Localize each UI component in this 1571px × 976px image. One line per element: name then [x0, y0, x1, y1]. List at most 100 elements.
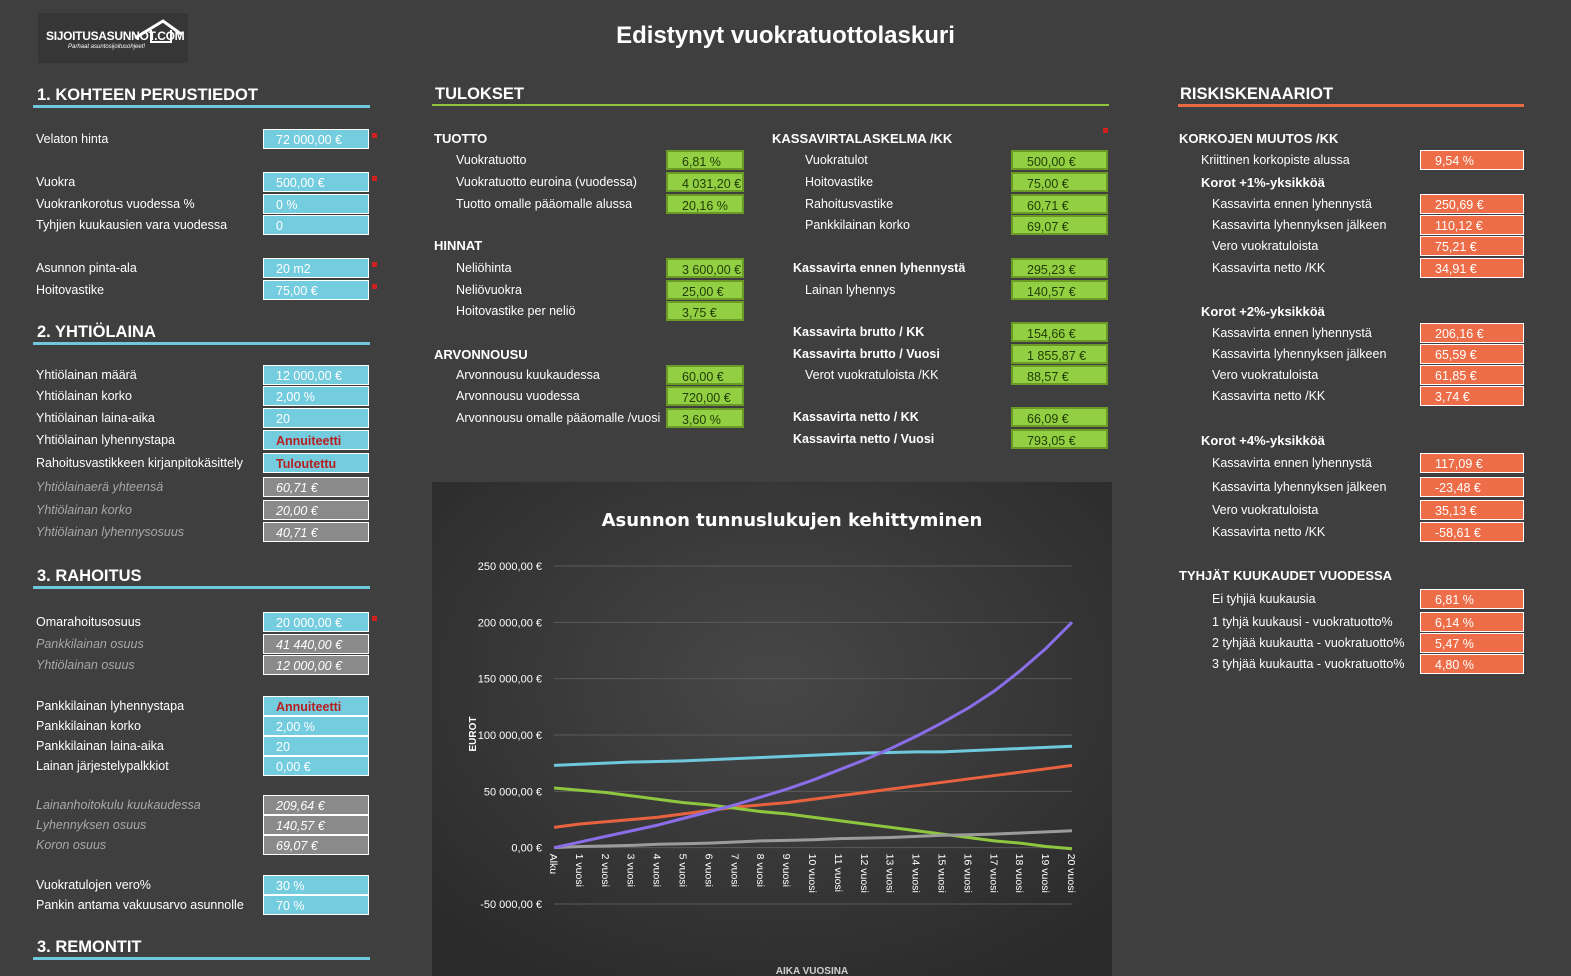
y-tick-label: -50 000,00 €: [480, 899, 542, 911]
hoitovastike-input[interactable]: 75,00 €: [263, 280, 369, 300]
yhtiolaina-maara-input[interactable]: 12 000,00 €: [263, 365, 369, 385]
y-tick-label: 200 000,00 €: [478, 617, 542, 629]
risk-label: Kassavirta netto /KK: [1212, 389, 1326, 403]
pankkilaina-laina-aika-input[interactable]: 20: [263, 736, 369, 756]
tyhjat-label: 2 tyhjää kuukautta - vuokratuotto%: [1212, 636, 1405, 650]
risk-label: Kassavirta ennen lyhennystä: [1212, 197, 1372, 211]
yhtiolaina-korko-input[interactable]: 2,00 %: [263, 386, 369, 406]
risk-label: Kassavirta lyhennyksen jälkeen: [1212, 218, 1387, 232]
results-heading: TULOKSET: [435, 85, 524, 103]
required-marker: [372, 176, 377, 181]
x-tick-label: 20 vuosi: [1065, 854, 1077, 893]
lainanhoitokulu-value: 209,64 €: [263, 795, 369, 815]
kassa-label: Hoitovastike: [805, 175, 874, 189]
vuokratuotto-value: 6,81 %: [666, 150, 744, 170]
s1-label: Velaton hinta: [36, 132, 109, 146]
x-tick-label: 13 vuosi: [884, 854, 896, 893]
s3-label: Pankkilainan osuus: [36, 637, 144, 651]
risk-value: 206,16 €: [1420, 323, 1524, 343]
korkojen-muutos-title: KORKOJEN MUUTOS /KK: [1179, 131, 1339, 146]
x-axis-label: AIKA VUOSINA: [776, 966, 848, 976]
neliovuokra-value: 25,00 €: [666, 280, 744, 300]
arvonnousu-vuosi-value: 720,00 €: [666, 386, 744, 406]
required-marker: [372, 284, 377, 289]
series-line-1: [553, 744, 1073, 767]
tyhjat-kuukaudet-input[interactable]: 0: [263, 215, 369, 235]
risk-label: Vero vuokratuloista: [1212, 239, 1319, 253]
arvonnousu-title: ARVONNOUSU: [434, 347, 528, 362]
section2-underline: [33, 342, 370, 345]
x-tick-label: 16 vuosi: [961, 854, 973, 893]
vuokra-input[interactable]: 500,00 €: [263, 172, 369, 192]
yhtiolaina-lyhennystapa-select[interactable]: Annuiteetti: [263, 430, 369, 450]
risk-value: 250,69 €: [1420, 194, 1524, 214]
pankkilaina-lyhennystapa-select[interactable]: Annuiteetti: [263, 696, 369, 716]
risk-group-title: Korot +2%-yksikköä: [1201, 304, 1325, 319]
s2-label: Yhtiölainan laina-aika: [36, 411, 155, 425]
kassavirta-ennen-value: 295,23 €: [1011, 258, 1108, 278]
yhtiolaina-korko-value: 20,00 €: [263, 500, 369, 520]
x-tick-label: 8 vuosi: [754, 854, 766, 887]
kriittinen-korkopiste-value: 9,54 %: [1420, 150, 1524, 170]
risk-value: 35,13 €: [1420, 500, 1524, 520]
vuokrankorotus-input[interactable]: 0 %: [263, 194, 369, 214]
x-tick-label: 14 vuosi: [910, 854, 922, 893]
pankkilaina-korko-input[interactable]: 2,00 %: [263, 716, 369, 736]
line-chart: Asunnon tunnuslukujen kehittyminen EUROT…: [432, 482, 1112, 976]
risk-group-title: Korot +1%-yksikköä: [1201, 175, 1325, 190]
x-tick-label: 19 vuosi: [1039, 854, 1051, 893]
risk-value: 110,12 €: [1420, 215, 1524, 235]
risk-label: Kassavirta netto /KK: [1212, 261, 1326, 275]
kassavirta-brutto-vuosi-value: 1 855,87 €: [1011, 344, 1108, 364]
lyhennyksen-osuus-value: 140,57 €: [263, 815, 369, 835]
x-tick-label: 9 vuosi: [780, 854, 792, 887]
risk-label: Kassavirta lyhennyksen jälkeen: [1212, 480, 1387, 494]
x-tick-label: 15 vuosi: [936, 854, 948, 893]
risk-value: 75,21 €: [1420, 236, 1524, 256]
yhtiolaina-laina-aika-input[interactable]: 20: [263, 408, 369, 428]
arvonnousu-label: Arvonnousu omalle pääomalle /vuosi: [456, 411, 661, 425]
jarjestelypalkkiot-input[interactable]: 0,00 €: [263, 756, 369, 776]
s2-label: Yhtiölainan korko: [36, 389, 132, 403]
s1-label: Asunnon pinta-ala: [36, 261, 137, 275]
kassa-label: Kassavirta netto / Vuosi: [793, 432, 935, 446]
s3-label: Pankkilainan korko: [36, 719, 141, 733]
s1-label: Vuokrankorotus vuodessa %: [36, 197, 195, 211]
section4-heading: 3. REMONTIT: [37, 938, 142, 956]
risk-heading: RISKISKENAARIOT: [1180, 85, 1334, 103]
section4-underline: [33, 957, 370, 960]
logo-name: SIJOITUSASUNNOT.COM: [46, 29, 185, 43]
required-marker: [372, 133, 377, 138]
required-marker: [372, 262, 377, 267]
section3-heading: 3. RAHOITUS: [37, 567, 142, 585]
risk-label: Vero vuokratuloista: [1212, 503, 1319, 517]
s3-label: Lyhennyksen osuus: [36, 818, 147, 832]
x-tick-label: 1 vuosi: [573, 854, 585, 887]
tuotto-label: Tuotto omalle pääomalle alussa: [456, 197, 633, 211]
risk-underline: [1178, 104, 1524, 107]
x-tick-label: 11 vuosi: [832, 854, 844, 892]
y-tick-label: 150 000,00 €: [478, 674, 542, 686]
results-underline: [432, 104, 1109, 106]
s3-label: Lainanhoitokulu kuukaudessa: [36, 798, 201, 812]
s3-label: Lainan järjestelypalkkiot: [36, 759, 169, 773]
s2-label: Rahoitusvastikkeen kirjanpitokäsittely: [36, 456, 244, 470]
y-tick-label: 100 000,00 €: [478, 730, 542, 742]
lainan-lyhennys-value: 140,57 €: [1011, 280, 1108, 300]
velaton-hinta-input[interactable]: 72 000,00 €: [263, 129, 369, 149]
risk-label: Kassavirta lyhennyksen jälkeen: [1212, 347, 1387, 361]
x-tick-label: 4 vuosi: [651, 854, 663, 887]
kassavirta-title: KASSAVIRTALASKELMA /KK: [772, 131, 953, 146]
neliohinta-value: 3 600,00 €: [666, 258, 744, 278]
tuotto-label: Vuokratuotto: [456, 153, 527, 167]
kassa-label: Rahoitusvastike: [805, 197, 894, 211]
pinta-ala-input[interactable]: 20 m2: [263, 258, 369, 278]
risk-value: -23,48 €: [1420, 477, 1524, 497]
s3-label: Pankkilainan lyhennystapa: [36, 699, 185, 713]
required-marker: [1103, 128, 1108, 133]
vero-input[interactable]: 30 %: [263, 875, 369, 895]
rahoitusvastike-kasittely-select[interactable]: Tuloutettu: [263, 453, 369, 473]
omarahoitus-input[interactable]: 20 000,00 €: [263, 612, 369, 632]
series-line-4: [553, 829, 1073, 850]
vakuusarvo-input[interactable]: 70 %: [263, 895, 369, 915]
